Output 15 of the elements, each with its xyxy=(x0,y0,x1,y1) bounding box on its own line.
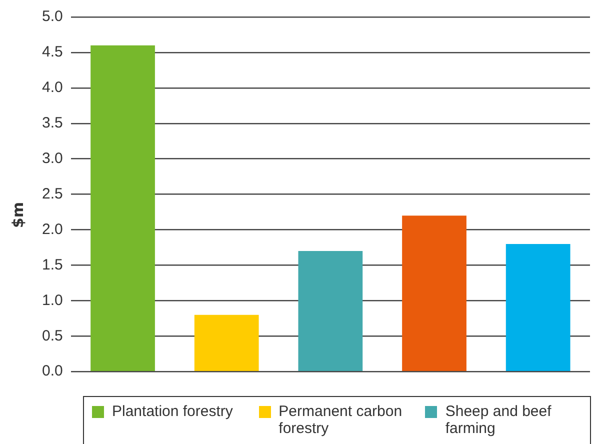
y-tick-label: 2.0 xyxy=(42,220,63,238)
legend-label: Permanent carbon forestry xyxy=(278,403,404,437)
y-tick-label: 1.0 xyxy=(42,292,63,309)
y-tick-label: 3.0 xyxy=(42,150,63,167)
y-tick-label: 4.0 xyxy=(42,79,63,96)
y-tick-label: 3.5 xyxy=(42,114,63,132)
y-tick-label: 2.5 xyxy=(42,185,63,202)
legend-label: Plantation forestry xyxy=(112,403,233,420)
y-tick-label: 0.0 xyxy=(42,362,63,380)
y-tick-label: 1.5 xyxy=(42,256,63,274)
y-tick-label: 4.5 xyxy=(42,44,63,61)
y-axis-title: $m xyxy=(8,202,27,228)
y-tick-label: 5.0 xyxy=(42,8,63,26)
legend-label: Sheep and beef farming xyxy=(445,403,552,437)
y-tick-label: 0.5 xyxy=(42,327,63,344)
